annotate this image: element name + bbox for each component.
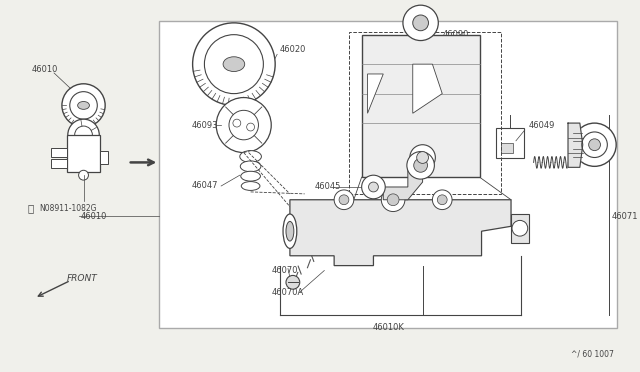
Circle shape <box>573 123 616 166</box>
Bar <box>511 214 529 243</box>
Circle shape <box>334 190 354 209</box>
Text: Ⓝ: Ⓝ <box>28 203 34 214</box>
Circle shape <box>410 145 435 170</box>
Text: 46045: 46045 <box>428 143 454 152</box>
Ellipse shape <box>241 182 260 190</box>
Text: 46070A: 46070A <box>271 288 303 296</box>
Circle shape <box>407 152 435 179</box>
Bar <box>496 128 524 157</box>
Text: 46047: 46047 <box>191 182 218 190</box>
Polygon shape <box>290 200 511 266</box>
Ellipse shape <box>283 214 297 248</box>
Circle shape <box>75 126 92 144</box>
Text: 46010: 46010 <box>81 212 107 221</box>
Bar <box>362 35 479 177</box>
Ellipse shape <box>240 161 261 172</box>
Circle shape <box>417 152 428 163</box>
Circle shape <box>229 110 259 140</box>
Text: 46045: 46045 <box>314 183 341 192</box>
Circle shape <box>589 139 600 151</box>
Text: AFF: AFF <box>389 125 399 131</box>
Circle shape <box>433 190 452 209</box>
Text: 46020: 46020 <box>280 45 307 54</box>
Circle shape <box>62 84 105 127</box>
Text: ^/ 60 1007: ^/ 60 1007 <box>572 350 614 359</box>
Circle shape <box>413 158 428 172</box>
Polygon shape <box>413 64 442 113</box>
Circle shape <box>70 92 97 119</box>
Circle shape <box>362 175 385 199</box>
Circle shape <box>403 5 438 41</box>
Circle shape <box>68 119 99 151</box>
Circle shape <box>193 23 275 105</box>
Bar <box>51 160 67 168</box>
Circle shape <box>339 195 349 205</box>
Ellipse shape <box>77 102 90 109</box>
Bar <box>501 143 513 153</box>
Text: 46090: 46090 <box>442 30 468 39</box>
Polygon shape <box>367 74 383 113</box>
Circle shape <box>387 194 399 206</box>
Bar <box>349 32 501 194</box>
Circle shape <box>79 170 88 180</box>
Circle shape <box>582 132 607 157</box>
Circle shape <box>369 182 378 192</box>
Polygon shape <box>568 123 583 167</box>
Text: 46010: 46010 <box>31 65 58 74</box>
Text: N08911-1082G: N08911-1082G <box>39 204 97 213</box>
Bar <box>67 135 100 172</box>
Circle shape <box>216 97 271 153</box>
Circle shape <box>512 220 528 236</box>
Bar <box>159 21 617 327</box>
Text: 46071: 46071 <box>611 212 638 221</box>
Ellipse shape <box>286 221 294 241</box>
Text: 46093: 46093 <box>191 121 218 129</box>
Circle shape <box>286 275 300 289</box>
Text: FRONT: FRONT <box>67 274 97 283</box>
Text: 46010K: 46010K <box>372 323 404 332</box>
Ellipse shape <box>223 57 244 71</box>
Ellipse shape <box>241 171 260 181</box>
Circle shape <box>381 188 405 212</box>
Bar <box>51 148 67 157</box>
Text: 46049: 46049 <box>529 121 555 129</box>
Circle shape <box>437 195 447 205</box>
Text: 46070: 46070 <box>271 266 298 275</box>
Circle shape <box>413 15 428 31</box>
Circle shape <box>246 123 255 131</box>
Polygon shape <box>383 163 422 200</box>
Ellipse shape <box>240 151 261 163</box>
Circle shape <box>204 35 264 94</box>
Circle shape <box>233 119 241 127</box>
Bar <box>100 151 108 164</box>
